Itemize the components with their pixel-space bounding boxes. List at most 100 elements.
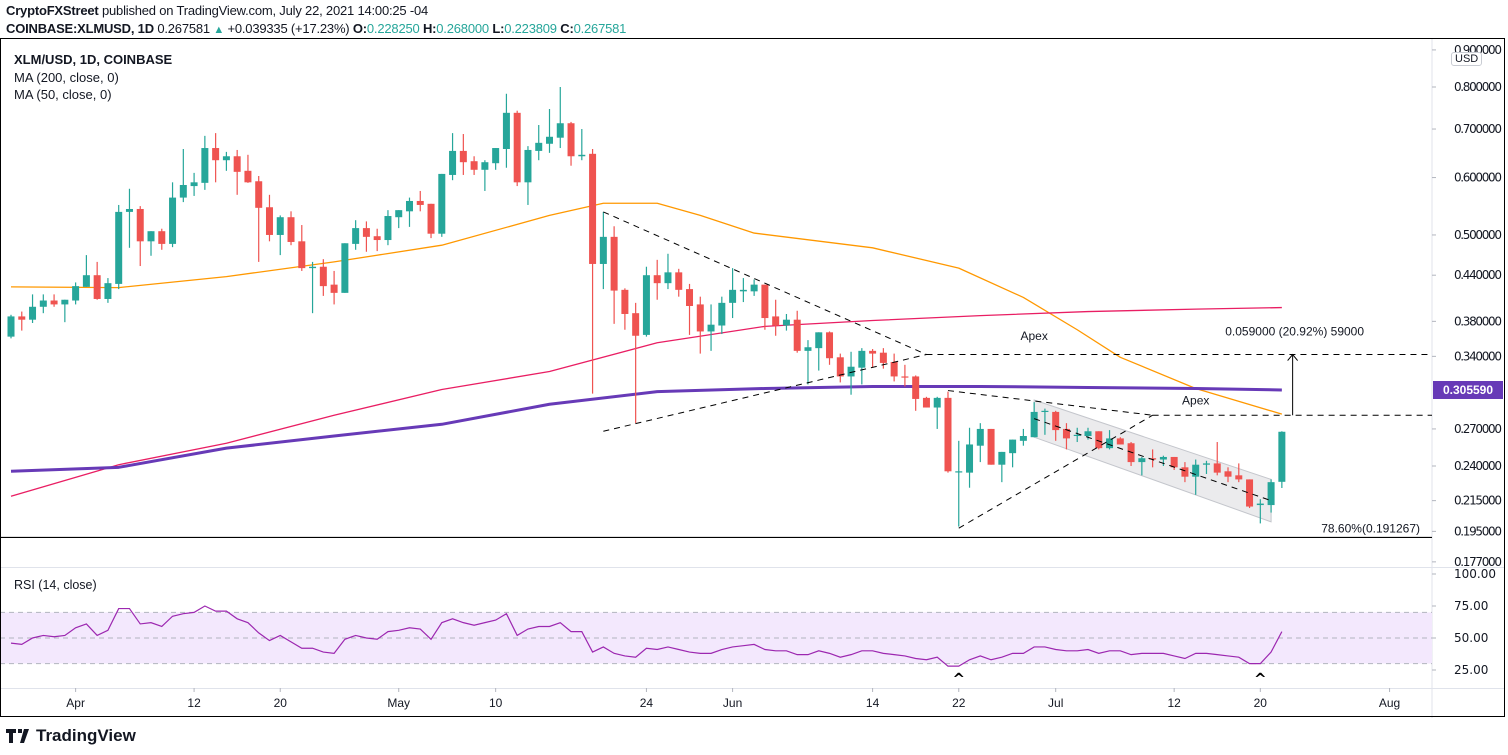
publisher-name[interactable]: CryptoFXStreet: [6, 3, 99, 18]
candle: [1256, 499, 1264, 524]
close-value: 0.267581: [573, 21, 627, 36]
candle-body: [1052, 411, 1060, 431]
candle-body: [826, 332, 834, 359]
candle: [976, 423, 984, 463]
candle: [610, 226, 618, 324]
candle-body: [578, 154, 586, 157]
candle-body: [933, 397, 941, 408]
candle-body: [233, 156, 241, 172]
candle-body: [998, 451, 1006, 465]
price-axis-label: 0.700000: [1454, 122, 1502, 136]
candle: [729, 268, 737, 319]
candle: [686, 283, 694, 335]
candle: [1159, 455, 1167, 467]
candle: [1224, 467, 1232, 483]
candle: [136, 206, 144, 267]
candle: [459, 134, 467, 175]
candle-body: [179, 184, 187, 198]
candle: [664, 253, 672, 290]
time-axis-label: 12: [1167, 696, 1181, 710]
candle-body: [244, 170, 252, 183]
candle-body: [739, 289, 747, 292]
candle-body: [664, 272, 672, 284]
candle: [1019, 428, 1027, 446]
candle: [524, 146, 532, 205]
candle-body: [944, 397, 952, 472]
candle: [642, 266, 650, 337]
candle: [707, 304, 715, 351]
candle: [39, 294, 47, 314]
candle: [847, 351, 855, 395]
candle: [427, 203, 435, 239]
candle: [556, 87, 564, 149]
current-ma-price-tag: 0.305590: [1433, 380, 1503, 399]
candle: [578, 129, 586, 161]
candle-body: [546, 136, 553, 144]
candle: [125, 188, 133, 248]
candle: [546, 109, 553, 153]
legend-ma-200[interactable]: MA (200, close, 0): [14, 70, 119, 85]
candle-body: [686, 289, 694, 306]
candle-body: [642, 275, 650, 335]
candle: [201, 135, 209, 190]
candle-body: [1159, 456, 1167, 460]
tradingview-logo[interactable]: TradingView: [6, 726, 136, 746]
legend-ma-50[interactable]: MA (50, close, 0): [14, 87, 112, 102]
candle-body: [82, 275, 90, 287]
currency-badge[interactable]: USD: [1451, 52, 1483, 66]
candle-body: [72, 286, 80, 301]
candle: [287, 211, 295, 246]
candle: [1213, 442, 1221, 476]
candle: [826, 331, 834, 365]
candle-body: [955, 471, 963, 473]
fib-level-label: 78.60%(0.191267): [1321, 521, 1420, 535]
time-axis-label: 20: [274, 696, 288, 710]
candle-body: [729, 289, 737, 303]
candle: [212, 133, 220, 183]
candle: [169, 182, 177, 248]
candle-body: [1192, 464, 1200, 477]
candle: [513, 110, 521, 187]
candle-body: [169, 197, 177, 244]
legend-symbol[interactable]: XLM/USD, 1D, COINBASE: [14, 52, 173, 67]
candle-body: [696, 304, 704, 332]
candle: [61, 299, 69, 323]
candle-body: [201, 148, 209, 183]
candle-body: [287, 217, 295, 242]
measure-arrowhead-icon: [1287, 353, 1299, 361]
candle: [589, 148, 597, 394]
candle: [1246, 479, 1254, 509]
candle-body: [976, 428, 984, 446]
price-axis-label: 0.800000: [1454, 80, 1502, 94]
candle-body: [93, 275, 101, 299]
candle: [922, 396, 930, 408]
candle-body: [416, 200, 424, 205]
candle-body: [61, 299, 69, 305]
low-label: L:: [492, 21, 505, 36]
candle: [1181, 462, 1189, 483]
candle: [1041, 408, 1049, 435]
candle-body: [438, 173, 446, 234]
legend-rsi[interactable]: RSI (14, close): [14, 578, 97, 592]
candle-body: [1278, 431, 1286, 482]
candle-body: [912, 376, 920, 399]
candle: [492, 148, 500, 170]
candle-body: [858, 350, 866, 368]
candle: [233, 149, 241, 195]
candle: [104, 278, 112, 303]
candle: [222, 151, 230, 171]
candle-body: [772, 316, 780, 326]
moving-average-line: [10, 384, 1282, 473]
candle: [632, 302, 640, 424]
candle-body: [212, 148, 220, 161]
candle: [696, 296, 704, 354]
time-axis-label: 10: [489, 696, 503, 710]
open-label: O:: [352, 21, 367, 36]
candle: [147, 231, 155, 256]
candle-body: [319, 266, 327, 287]
candle-body: [427, 203, 435, 234]
candle-body: [1267, 482, 1275, 506]
candle: [255, 175, 263, 262]
candle-body: [707, 324, 715, 332]
